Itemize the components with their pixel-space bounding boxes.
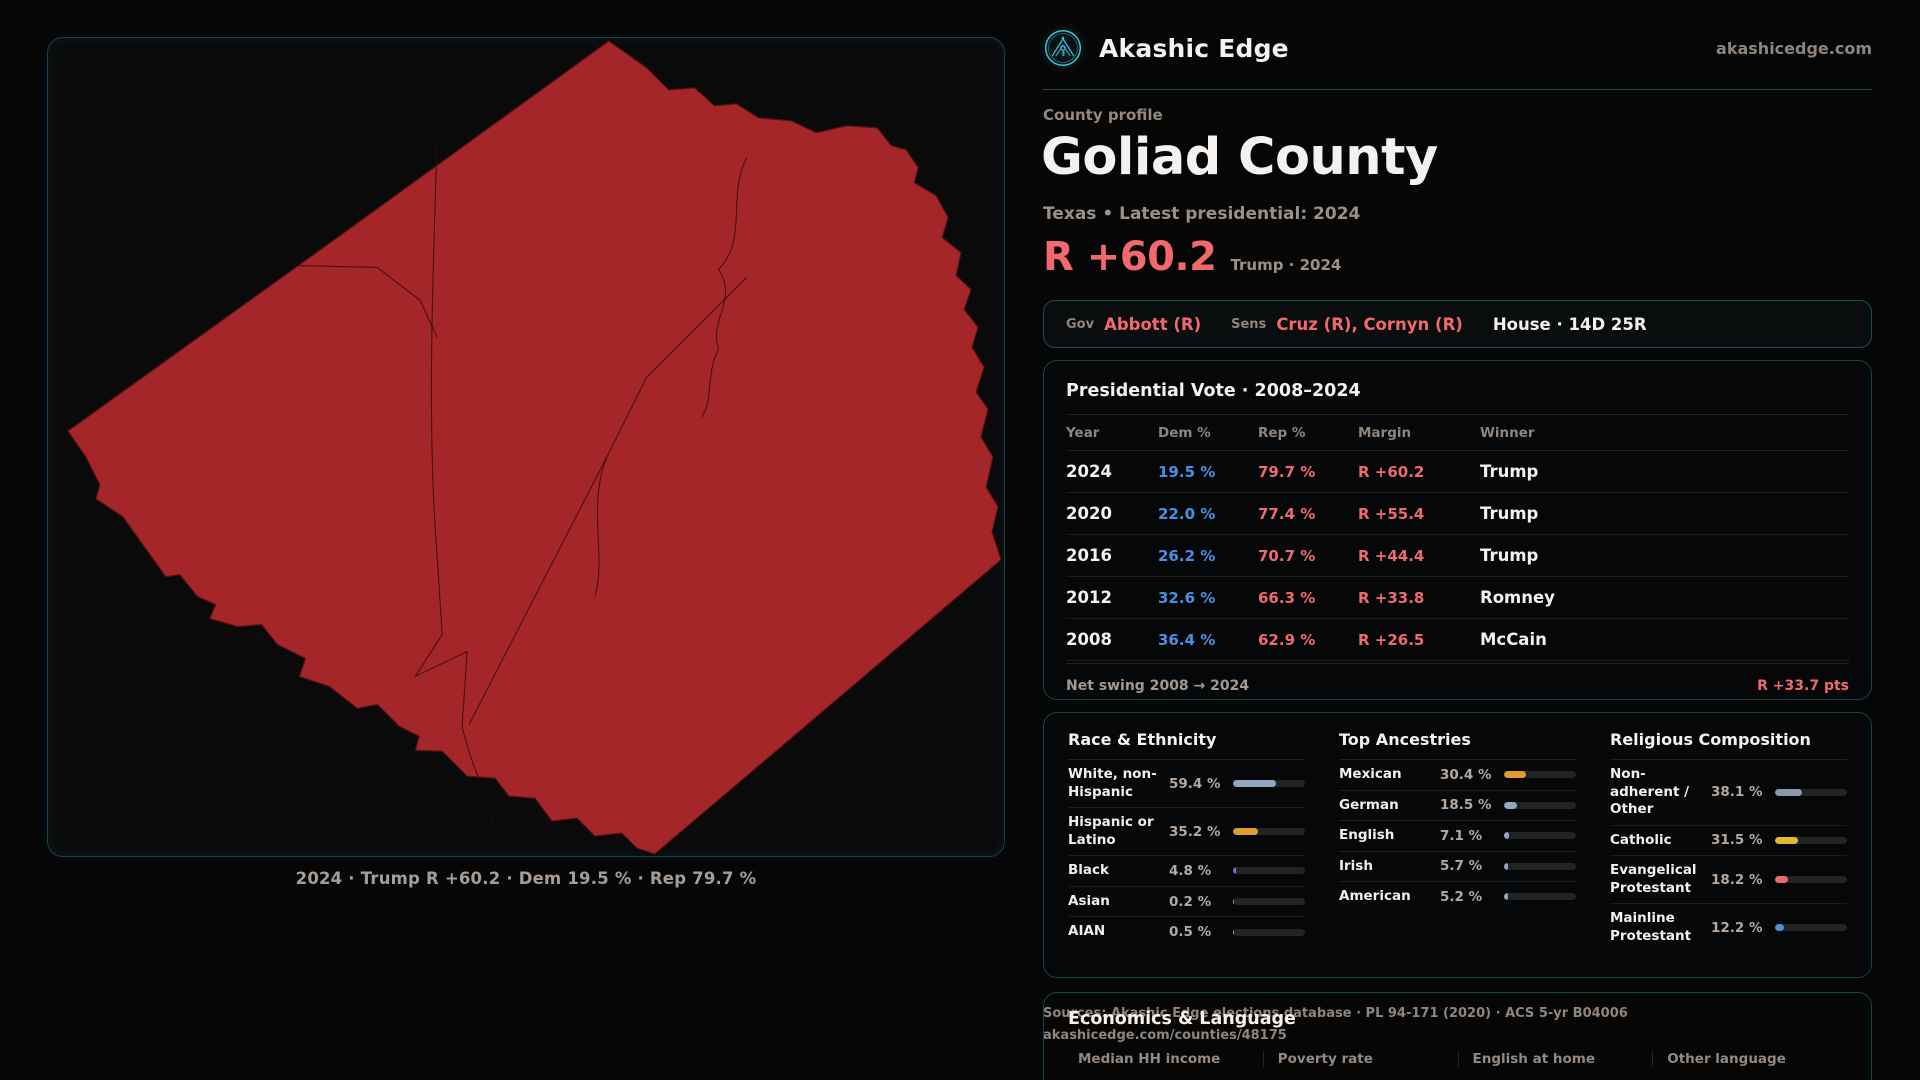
table-row: 2016 26.2 % 70.7 % R +44.4 Trump <box>1066 535 1849 577</box>
county-shape <box>67 40 1002 855</box>
list-item: English 7.1 % <box>1339 821 1576 852</box>
stat-bar <box>1233 898 1305 905</box>
stat-bar <box>1504 832 1576 840</box>
list-item: Mainline Protestant 12.2 % <box>1610 904 1847 951</box>
econ-column: Other language <box>1652 1051 1847 1067</box>
stat-bar <box>1504 771 1576 779</box>
presidential-vote-card: Presidential Vote · 2008–2024 Year Dem %… <box>1043 360 1872 700</box>
race-ethnicity-section: Race & Ethnicity White, non-Hispanic 59.… <box>1068 730 1305 951</box>
economics-title: Economics & Language <box>1068 1009 1296 1029</box>
page-title: Goliad County <box>1041 128 1438 187</box>
sens-label: Sens <box>1231 316 1267 332</box>
race-ethnicity-title: Race & Ethnicity <box>1068 730 1305 760</box>
econ-column: Median HH income <box>1078 1051 1221 1067</box>
net-swing-value: R +33.7 pts <box>1757 678 1849 694</box>
sources-permalink[interactable]: akashicedge.com/counties/48175 <box>1043 1028 1287 1044</box>
stat-bar <box>1504 862 1576 870</box>
list-item: AIAN 0.5 % <box>1068 917 1305 947</box>
county-map <box>67 40 1002 855</box>
stat-bar <box>1504 893 1576 901</box>
map-caption: 2024 · Trump R +60.2 · Dem 19.5 % · Rep … <box>295 869 757 888</box>
table-row: 2020 22.0 % 77.4 % R +55.4 Trump <box>1066 493 1849 535</box>
list-item: Black 4.8 % <box>1068 856 1305 887</box>
state-subtitle: Texas • Latest presidential: 2024 <box>1043 204 1361 224</box>
table-header-row: Year Dem % Rep % Margin Winner <box>1066 415 1849 450</box>
stat-bar <box>1233 867 1305 875</box>
sources-line: Sources: Akashic Edge elections database… <box>1043 1006 1628 1021</box>
profile-column: Akashic Edge akashicedge.com County prof… <box>1041 0 1872 1080</box>
stat-bar <box>1775 836 1847 844</box>
house-value: House · 14D 25R <box>1492 314 1647 334</box>
margin-caption: Trump · 2024 <box>1230 256 1342 274</box>
stat-bar <box>1233 828 1305 836</box>
demographics-card: Race & Ethnicity White, non-Hispanic 59.… <box>1043 712 1872 978</box>
list-item: Irish 5.7 % <box>1339 852 1576 883</box>
site-domain-link[interactable]: akashicedge.com <box>1716 38 1872 58</box>
kicker-label: County profile <box>1043 106 1163 124</box>
header-divider <box>1043 89 1872 90</box>
economics-card: Economics & Language Median HH income Po… <box>1043 992 1872 1080</box>
list-item: Catholic 31.5 % <box>1610 826 1847 857</box>
religion-title: Religious Composition <box>1610 730 1847 760</box>
ancestries-title: Top Ancestries <box>1339 730 1576 760</box>
col-dem: Dem % <box>1158 425 1211 441</box>
stat-bar <box>1504 801 1576 809</box>
religion-section: Religious Composition Non-adherent / Oth… <box>1610 730 1847 951</box>
list-item: White, non-Hispanic 59.4 % <box>1068 760 1305 809</box>
site-header: Akashic Edge akashicedge.com <box>1043 24 1872 72</box>
econ-column: Poverty rate <box>1262 1051 1458 1067</box>
gov-label: Gov <box>1066 316 1095 332</box>
econ-column: English at home <box>1457 1051 1653 1067</box>
county-map-panel[interactable] <box>47 37 1005 857</box>
list-item: Asian 0.2 % <box>1068 887 1305 918</box>
akashic-edge-logo-icon <box>1045 30 1081 66</box>
table-row: 2012 32.6 % 66.3 % R +33.8 Romney <box>1066 577 1849 619</box>
list-item: Hispanic or Latino 35.2 % <box>1068 808 1305 857</box>
gov-value: Abbott (R) <box>1104 314 1202 334</box>
list-item: American 5.2 % <box>1339 882 1576 912</box>
stat-bar <box>1233 780 1305 788</box>
latest-margin: R +60.2 Trump · 2024 <box>1043 234 1341 280</box>
col-winner: Winner <box>1480 425 1535 441</box>
list-item: Mexican 30.4 % <box>1339 760 1576 791</box>
net-swing-row: Net swing 2008 → 2024 R +33.7 pts <box>1066 663 1849 694</box>
net-swing-label: Net swing 2008 → 2024 <box>1066 678 1250 694</box>
ancestries-section: Top Ancestries Mexican 30.4 % German 18.… <box>1339 730 1576 951</box>
precinct-boundaries <box>293 137 748 835</box>
officials-bar: Gov Abbott (R) Sens Cruz (R), Cornyn (R)… <box>1043 300 1872 348</box>
margin-value: R +60.2 <box>1043 234 1217 280</box>
sens-value: Cruz (R), Cornyn (R) <box>1276 314 1463 334</box>
col-rep: Rep % <box>1258 425 1306 441</box>
table-row: 2008 36.4 % 62.9 % R +26.5 McCain <box>1066 619 1849 661</box>
list-item: Evangelical Protestant 18.2 % <box>1610 856 1847 905</box>
list-item: Non-adherent / Other 38.1 % <box>1610 760 1847 826</box>
sources-footer: Sources: Akashic Edge elections database… <box>1043 1003 1872 1047</box>
table-row: 2024 19.5 % 79.7 % R +60.2 Trump <box>1066 451 1849 493</box>
stat-bar <box>1233 928 1305 936</box>
brand-name: Akashic Edge <box>1099 33 1289 63</box>
col-margin: Margin <box>1358 425 1412 441</box>
presidential-vote-title: Presidential Vote · 2008–2024 <box>1066 381 1361 401</box>
stat-bar <box>1775 876 1847 884</box>
col-year: Year <box>1066 425 1100 441</box>
list-item: German 18.5 % <box>1339 791 1576 822</box>
stat-bar <box>1775 788 1847 796</box>
stat-bar <box>1775 924 1847 932</box>
